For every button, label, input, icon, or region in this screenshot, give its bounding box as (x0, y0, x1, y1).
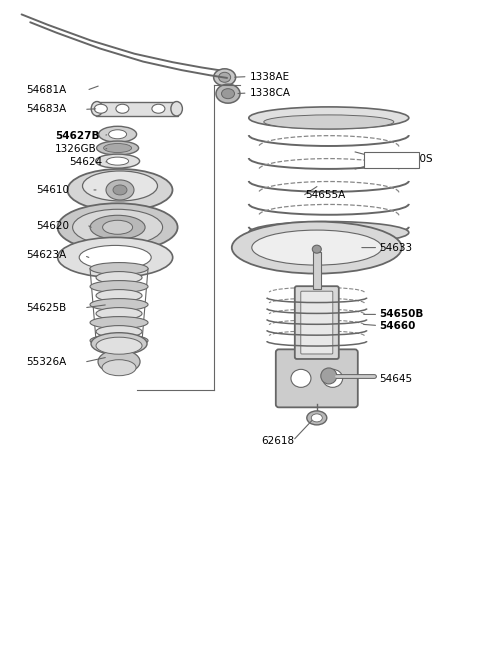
Text: 1326GB: 1326GB (55, 144, 97, 155)
Ellipse shape (83, 171, 157, 201)
Ellipse shape (91, 102, 103, 116)
Ellipse shape (91, 333, 147, 355)
Ellipse shape (104, 143, 132, 153)
Ellipse shape (68, 169, 172, 211)
Ellipse shape (249, 107, 409, 129)
Text: 1338CA: 1338CA (250, 88, 290, 98)
Ellipse shape (96, 326, 142, 337)
Ellipse shape (90, 215, 145, 239)
FancyBboxPatch shape (301, 291, 333, 354)
Ellipse shape (312, 245, 321, 253)
Text: 54650B: 54650B (379, 309, 423, 320)
Ellipse shape (323, 369, 343, 387)
Ellipse shape (321, 368, 337, 384)
Ellipse shape (214, 69, 236, 86)
Text: 62618: 62618 (262, 436, 295, 446)
Ellipse shape (96, 141, 139, 155)
Ellipse shape (90, 335, 148, 346)
Ellipse shape (98, 126, 137, 142)
Ellipse shape (94, 104, 108, 113)
Ellipse shape (108, 130, 127, 139)
Text: 54660: 54660 (379, 320, 416, 331)
Text: 55326A: 55326A (26, 357, 67, 367)
Ellipse shape (221, 88, 235, 99)
Ellipse shape (102, 360, 136, 376)
Ellipse shape (90, 316, 148, 329)
Ellipse shape (264, 115, 394, 129)
Text: 54633: 54633 (379, 242, 412, 253)
Ellipse shape (152, 104, 165, 113)
FancyBboxPatch shape (364, 153, 419, 168)
Ellipse shape (312, 414, 322, 422)
Ellipse shape (72, 210, 163, 245)
Ellipse shape (96, 308, 142, 320)
FancyBboxPatch shape (313, 252, 321, 289)
Ellipse shape (113, 185, 127, 195)
Ellipse shape (58, 203, 178, 252)
Ellipse shape (58, 237, 173, 278)
Ellipse shape (96, 337, 142, 354)
Text: 54683A: 54683A (26, 104, 67, 115)
Ellipse shape (249, 221, 409, 244)
FancyBboxPatch shape (295, 286, 339, 359)
Ellipse shape (90, 299, 148, 310)
Ellipse shape (103, 220, 132, 234)
Ellipse shape (232, 221, 402, 274)
Ellipse shape (90, 263, 148, 274)
Ellipse shape (106, 180, 134, 200)
Text: 54620: 54620 (36, 221, 69, 231)
Polygon shape (96, 102, 178, 116)
Ellipse shape (98, 350, 140, 374)
Ellipse shape (79, 246, 151, 269)
Text: 54655A: 54655A (305, 189, 345, 200)
Ellipse shape (90, 280, 148, 293)
Ellipse shape (116, 104, 129, 113)
Ellipse shape (252, 230, 382, 265)
Text: 54625B: 54625B (26, 303, 67, 313)
Ellipse shape (291, 369, 311, 387)
Text: 54610: 54610 (36, 185, 69, 195)
Text: 54623A: 54623A (26, 250, 67, 261)
Ellipse shape (107, 157, 129, 165)
Text: 54681A: 54681A (26, 85, 67, 96)
Ellipse shape (219, 72, 231, 83)
Text: 1338AE: 1338AE (250, 71, 290, 82)
Ellipse shape (171, 102, 182, 116)
Text: 54645: 54645 (379, 373, 412, 384)
Ellipse shape (96, 290, 142, 301)
Ellipse shape (307, 411, 327, 425)
Text: 54624: 54624 (70, 157, 103, 168)
Ellipse shape (96, 154, 140, 168)
Ellipse shape (216, 84, 240, 103)
FancyBboxPatch shape (276, 349, 358, 407)
Text: 54630S: 54630S (394, 153, 433, 164)
Ellipse shape (96, 272, 142, 284)
Text: 54627B: 54627B (55, 130, 100, 141)
